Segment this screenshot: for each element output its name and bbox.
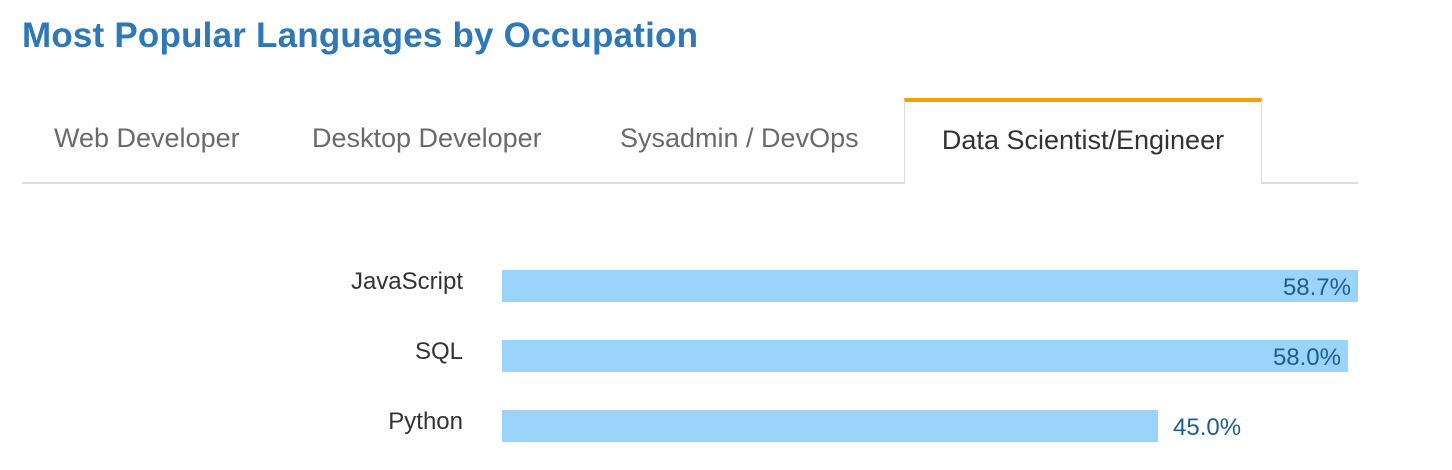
tab-data-scientist-engineer[interactable]: Data Scientist/Engineer [904, 98, 1262, 184]
bar-category-label: JavaScript [350, 268, 463, 295]
bar-row: JavaScript 58.7% [0, 268, 1452, 304]
tab-bar-divider [22, 182, 1358, 184]
bar-value-label: 58.7% [1282, 274, 1351, 301]
page-title: Most Popular Languages by Occupation [22, 16, 699, 55]
bar [502, 270, 1358, 302]
bar-value-label: 45.0% [1173, 414, 1242, 441]
bar-row: SQL 58.0% [0, 338, 1452, 374]
bar-category-label: Python [388, 408, 463, 435]
tab-web-developer[interactable]: Web Developer [54, 123, 240, 153]
bar-category-label: SQL [414, 338, 463, 365]
bar-row: Python 45.0% [0, 408, 1452, 444]
tab-desktop-developer[interactable]: Desktop Developer [312, 123, 542, 153]
bar [502, 340, 1348, 372]
tab-sysadmin-devops[interactable]: Sysadmin / DevOps [620, 123, 859, 153]
language-bar-chart: JavaScript 58.7% SQL 58.0% Python 45.0% [0, 240, 1452, 470]
bar-value-label: 58.0% [1272, 344, 1341, 371]
occupation-tab-bar: Web Developer Desktop Developer Sysadmin… [22, 98, 1358, 184]
bar [502, 410, 1158, 442]
